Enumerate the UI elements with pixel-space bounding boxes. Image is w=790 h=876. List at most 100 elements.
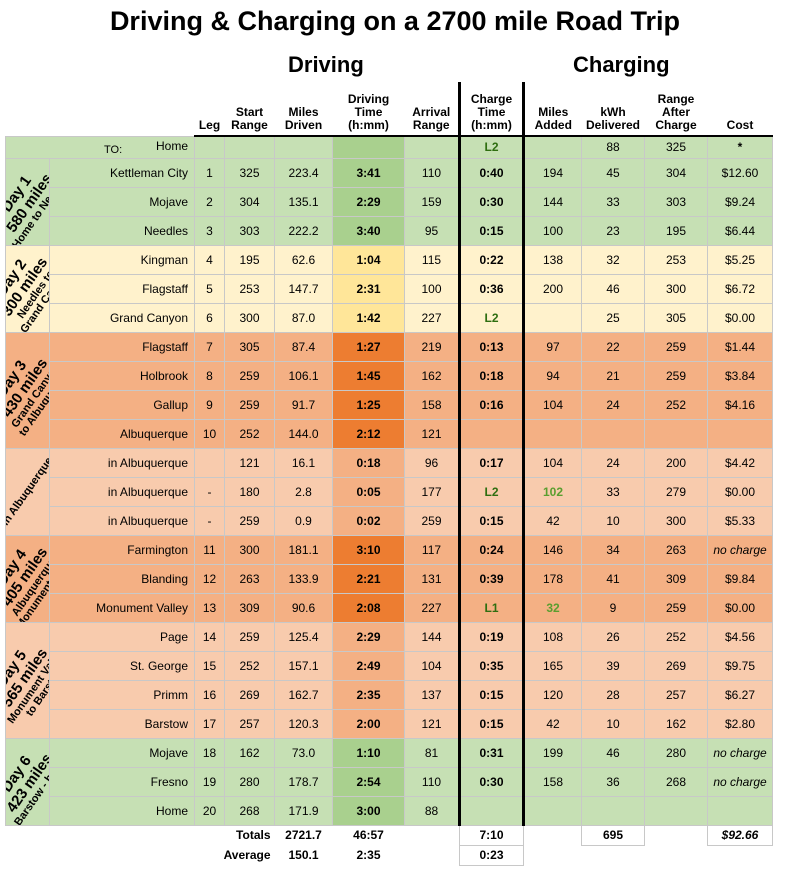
cost-cell: $9.84 <box>707 563 773 594</box>
range-after-cell: 279 <box>644 476 708 507</box>
miles-driven-cell: 157.1 <box>274 650 333 681</box>
totals-charge: 7:10 <box>459 824 524 846</box>
arrival-range-cell: 110 <box>404 766 460 797</box>
kwh-cell: 10 <box>581 708 645 739</box>
leg-cell: 5 <box>194 273 225 304</box>
arrival-range-cell: 110 <box>404 157 460 188</box>
charge-time-cell: 0:36 <box>458 273 525 304</box>
miles-added-cell: 108 <box>523 621 582 652</box>
table-row: Day 5 565 miles Monument Valley to Barstow P… <box>5 621 773 739</box>
to-label: TO: <box>104 143 123 156</box>
place-cell: Monument Valley <box>49 592 195 623</box>
miles-driven-cell: 181.1 <box>274 534 333 565</box>
driving-time-cell: 1:27 <box>332 331 405 362</box>
driving-time-cell: 3:40 <box>332 215 405 246</box>
miles-driven-cell: 87.0 <box>274 302 333 333</box>
table-row: Home 20 268 171.9 3:00 88 <box>5 795 773 826</box>
miles-added-cell: 100 <box>523 215 582 246</box>
place-cell: Needles <box>49 215 195 246</box>
charge-time-cell: 0:15 <box>458 215 525 246</box>
cost-cell: $9.75 <box>707 650 773 681</box>
range-after-cell <box>644 795 708 826</box>
cost-cell: no charge <box>707 534 773 565</box>
section-charging: Charging <box>573 52 670 77</box>
start-range-cell: 300 <box>224 302 275 333</box>
col-miles-driven: Miles Driven <box>274 82 333 137</box>
miles-driven-cell: 2.8 <box>274 476 333 507</box>
arrival-range-cell: 219 <box>404 331 460 362</box>
charge-time-cell: 0:19 <box>458 621 525 652</box>
miles-driven-cell: 62.6 <box>274 244 333 275</box>
start-range-cell: 305 <box>224 331 275 362</box>
arrival-range-cell: 227 <box>404 302 460 333</box>
start-range-after: 325 <box>644 135 708 159</box>
range-after-cell: 300 <box>644 273 708 304</box>
leg-cell: 4 <box>194 244 225 275</box>
kwh-cell: 39 <box>581 650 645 681</box>
leg-cell: - <box>194 505 225 536</box>
driving-time-cell: 2:29 <box>332 621 405 652</box>
place-cell: Fresno <box>49 766 195 797</box>
place-cell: Blanding <box>49 563 195 594</box>
start-range-cell: 180 <box>224 476 275 507</box>
start-range-cell: 263 <box>224 563 275 594</box>
start-range-cell: 309 <box>224 592 275 623</box>
kwh-cell: 36 <box>581 766 645 797</box>
charge-time-cell: 0:18 <box>458 360 525 391</box>
day-label: Day 3 430 miles Grand Canyon to Albuquerque <box>5 331 50 449</box>
kwh-cell: 24 <box>581 389 645 420</box>
range-after-cell <box>644 418 708 449</box>
leg-cell: 12 <box>194 563 225 594</box>
cost-cell: $4.56 <box>707 621 773 652</box>
miles-added-cell: 165 <box>523 650 582 681</box>
cost-cell: $5.33 <box>707 505 773 536</box>
start-range-cell: 280 <box>224 766 275 797</box>
driving-time-cell: 0:18 <box>332 447 405 478</box>
place-cell: Primm <box>49 679 195 710</box>
cost-cell: $0.00 <box>707 592 773 623</box>
place-cell: Grand Canyon <box>49 302 195 333</box>
place-cell: Albuquerque <box>49 418 195 449</box>
leg-cell: 8 <box>194 360 225 391</box>
kwh-cell: 24 <box>581 447 645 478</box>
miles-added-cell <box>523 302 582 333</box>
start-range-cell: 252 <box>224 650 275 681</box>
leg-cell: 15 <box>194 650 225 681</box>
table-row: Fresno 19 280 178.7 2:54 110 0:30 158 36 268 no ch… <box>5 766 773 797</box>
kwh-cell: 23 <box>581 215 645 246</box>
leg-cell <box>194 447 225 478</box>
place-cell: in Albuquerque <box>49 476 195 507</box>
leg-cell: 7 <box>194 331 225 362</box>
start-cost: * <box>707 135 773 159</box>
charge-time-cell: 0:35 <box>458 650 525 681</box>
place-cell: Gallup <box>49 389 195 420</box>
range-after-cell: 300 <box>644 505 708 536</box>
cost-cell: $1.44 <box>707 331 773 362</box>
col-charge-time: Charge Time (h:mm) <box>458 82 525 137</box>
start-range-cell: 269 <box>224 679 275 710</box>
table-row: Needles 3 303 222.2 3:40 95 0:15 100 23 195 $6.44 <box>5 215 773 246</box>
miles-driven-cell: 178.7 <box>274 766 333 797</box>
col-start-range: Start Range <box>224 82 275 137</box>
miles-added-cell: 199 <box>523 737 582 768</box>
leg-cell: 3 <box>194 215 225 246</box>
arrival-range-cell: 227 <box>404 592 460 623</box>
place-cell: Kettleman City <box>49 157 195 188</box>
arrival-range-cell: 104 <box>404 650 460 681</box>
arrival-range-cell: 159 <box>404 186 460 217</box>
driving-time-cell: 2:12 <box>332 418 405 449</box>
day-label-text: Day 5 565 miles Monument Valley to Barstow <box>7 628 49 733</box>
place-cell: Kingman <box>49 244 195 275</box>
miles-driven-cell: 125.4 <box>274 621 333 652</box>
table-row: Holbrook 8 259 106.1 1:45 162 0:18 94 21 259 $3.84 <box>5 360 773 391</box>
place-cell: in Albuquerque <box>49 505 195 536</box>
kwh-cell <box>581 418 645 449</box>
miles-added-cell: 42 <box>523 708 582 739</box>
leg-cell: 10 <box>194 418 225 449</box>
totals-kwh: 695 <box>581 824 645 846</box>
charge-time-cell: 0:39 <box>458 563 525 594</box>
start-place: Home <box>155 138 188 153</box>
kwh-cell: 33 <box>581 186 645 217</box>
col-arrival-range: Arrival Range <box>404 82 460 137</box>
